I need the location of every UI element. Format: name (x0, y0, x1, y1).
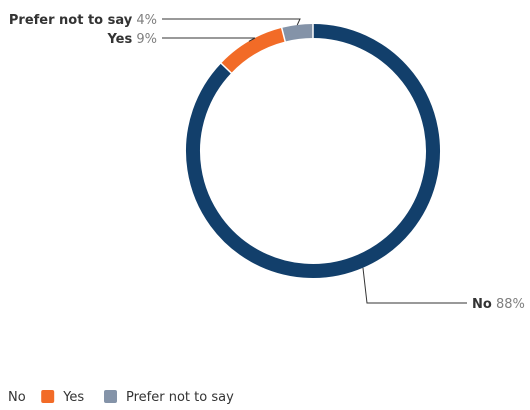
slice-separator (219, 62, 233, 75)
leader-line-prefer-not-to-say (162, 18, 301, 26)
legend-label: No (8, 390, 26, 405)
legend-item-yes[interactable]: Yes (41, 390, 84, 405)
data-label-no: No 88% (472, 297, 525, 312)
data-label-prefer-not-to-say: Prefer not to say 4% (9, 13, 157, 28)
legend-swatch (41, 390, 55, 403)
slice-separator (280, 26, 287, 43)
slice-yes[interactable] (221, 27, 286, 74)
leader-line-no (362, 267, 467, 304)
legend-label: Prefer not to say (126, 390, 234, 405)
data-labels: No 88% Yes 9% Prefer not to say 4% (9, 13, 525, 312)
legend: No Yes Prefer not to say (8, 390, 234, 405)
slice-prefer-not-to-say[interactable] (281, 24, 314, 42)
legend-item-prefer-not-to-say[interactable]: Prefer not to say (104, 390, 234, 405)
donut-slices (186, 23, 440, 278)
slice-no[interactable] (186, 24, 440, 278)
legend-swatch (104, 390, 117, 403)
legend-label: Yes (62, 390, 84, 405)
legend-item-no[interactable]: No (8, 390, 26, 405)
data-label-yes: Yes 9% (106, 32, 157, 47)
leader-line-yes (162, 37, 256, 42)
leader-lines (162, 18, 467, 304)
